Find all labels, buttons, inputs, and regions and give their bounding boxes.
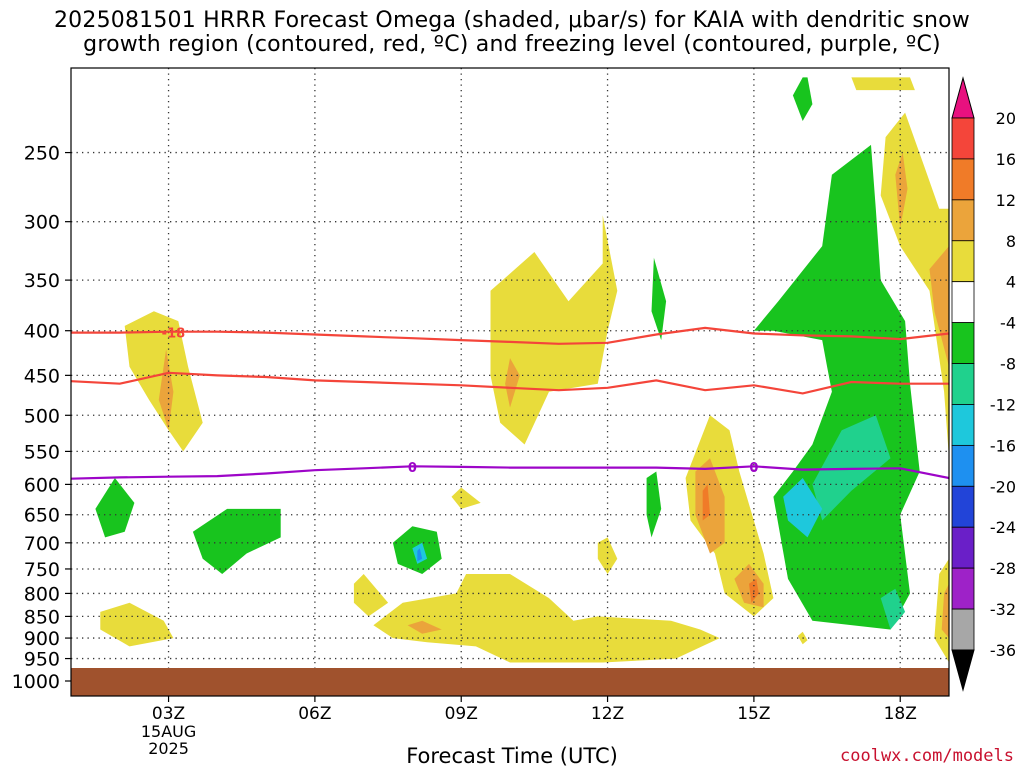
colorbar-label-1: 16 — [996, 150, 1016, 169]
omega-region-14 — [880, 588, 906, 630]
contour-label-0-a: 0 — [408, 461, 417, 476]
omega-region-22 — [95, 478, 135, 538]
colorbar-bottom-arrow — [951, 649, 975, 692]
colorbar-label-4: 4 — [1006, 273, 1016, 292]
colorbar-label-2: 12 — [996, 191, 1016, 210]
omega-region-31 — [451, 487, 481, 509]
omega-region-10 — [646, 471, 662, 538]
omega-region-17 — [895, 152, 908, 228]
colorbar-top-arrow — [951, 76, 975, 119]
colorbar-label-0: 20 — [996, 109, 1016, 128]
y-tick-label-850: 850 — [24, 606, 60, 628]
omega-region-1 — [158, 349, 174, 431]
colorbar-swatch-5 — [951, 322, 975, 364]
omega-region-4 — [651, 257, 667, 341]
x-tick-label-12Z: 12Z — [591, 704, 624, 724]
omega-region-28 — [353, 574, 389, 617]
omega-shading-layer — [95, 77, 949, 663]
omega-region-23 — [192, 508, 281, 574]
colorbar-swatch-10 — [951, 526, 975, 569]
x-date-label-0: 15AUG — [141, 722, 196, 741]
colorbar-label-6: -8 — [1000, 355, 1016, 374]
colorbar-swatch-4 — [951, 281, 975, 324]
y-tick-label-750: 750 — [24, 559, 60, 581]
omega-region-30 — [407, 620, 442, 634]
omega-region-29 — [373, 574, 720, 663]
y-tick-label-600: 600 — [24, 474, 60, 496]
y-tick-label-250: 250 — [24, 143, 60, 165]
contour-label-minus18: -18 — [162, 327, 186, 342]
colorbar-swatch-12 — [951, 608, 975, 651]
y-tick-label-800: 800 — [24, 583, 60, 605]
contour--12 — [71, 371, 949, 395]
colorbar-label-7: -12 — [990, 395, 1016, 414]
y-tick-label-500: 500 — [24, 405, 60, 427]
y-axis: 2503003504004505005506006507007508008509… — [12, 143, 71, 693]
y-tick-label-450: 450 — [24, 365, 60, 387]
colorbar-label-8: -16 — [990, 436, 1016, 455]
colorbar-swatch-11 — [951, 567, 975, 610]
omega-region-3 — [505, 358, 520, 408]
x-tick-label-03Z: 03Z — [152, 704, 185, 724]
colorbar-swatch-6 — [951, 363, 975, 405]
colorbar-label-5: -4 — [1000, 314, 1016, 333]
plot-frame — [70, 67, 950, 697]
omega-region-7 — [702, 484, 710, 521]
omega-region-27 — [100, 602, 174, 647]
y-tick-label-650: 650 — [24, 505, 60, 527]
colorbar-swatch-1 — [951, 158, 975, 201]
omega-region-6 — [695, 458, 725, 554]
credit-link[interactable]: coolwx.com/models — [840, 746, 1014, 766]
colorbar-swatch-7 — [951, 404, 975, 446]
x-date-label-1: 2025 — [148, 739, 189, 758]
colorbar-label-11: -28 — [990, 559, 1016, 578]
colorbar-label-3: 8 — [1006, 232, 1016, 251]
y-tick-label-700: 700 — [24, 533, 60, 555]
colorbar-swatch-2 — [951, 199, 975, 242]
y-tick-label-550: 550 — [24, 441, 60, 463]
x-tick-label-09Z: 09Z — [445, 704, 478, 724]
colorbar-swatch-9 — [951, 485, 975, 528]
x-tick-label-15Z: 15Z — [737, 704, 770, 724]
y-tick-label-900: 900 — [24, 628, 60, 650]
y-tick-label-300: 300 — [24, 212, 60, 234]
grid-layer — [71, 68, 949, 668]
ground-surface — [71, 668, 949, 696]
omega-region-19 — [941, 583, 949, 639]
ground-layer — [71, 668, 949, 696]
colorbar-label-10: -24 — [990, 518, 1016, 537]
omega-region-26 — [417, 548, 423, 562]
omega-region-18 — [934, 558, 949, 663]
contour-0 — [71, 465, 949, 480]
contour-layer: -18 0 0 — [71, 326, 949, 480]
colorbar-swatch-8 — [951, 444, 975, 487]
y-tick-label-950: 950 — [24, 649, 60, 671]
chart-title-line2: growth region (contoured, red, ºC) and f… — [83, 32, 941, 57]
y-tick-label-1000: 1000 — [12, 671, 60, 693]
colorbar-legend: 20 16 12 8 4 -4 -8 -12 -16 -20 -24 -28 -32 -36 — [951, 76, 1016, 692]
y-tick-label-400: 400 — [24, 321, 60, 343]
omega-region-2 — [490, 215, 618, 445]
contour--18 — [71, 326, 949, 345]
colorbar-swatch-3 — [951, 240, 975, 283]
omega-region-21 — [792, 77, 813, 121]
x-axis-title: Forecast Time (UTC) — [406, 744, 618, 768]
contour-label-0-b: 0 — [749, 461, 758, 476]
omega-region-13 — [783, 478, 823, 538]
y-tick-label-350: 350 — [24, 270, 60, 292]
chart-title-line1: 2025081501 HRRR Forecast Omega (shaded, … — [53, 8, 970, 33]
colorbar-swatch-0 — [951, 117, 975, 160]
x-tick-label-06Z: 06Z — [298, 704, 331, 724]
omega-region-20 — [851, 77, 915, 91]
colorbar-label-9: -20 — [990, 477, 1016, 496]
colorbar-label-13: -36 — [990, 641, 1016, 660]
omega-region-32 — [597, 537, 618, 574]
omega-region-16 — [929, 246, 949, 367]
x-tick-label-18Z: 18Z — [884, 704, 917, 724]
colorbar-label-12: -32 — [990, 600, 1016, 619]
